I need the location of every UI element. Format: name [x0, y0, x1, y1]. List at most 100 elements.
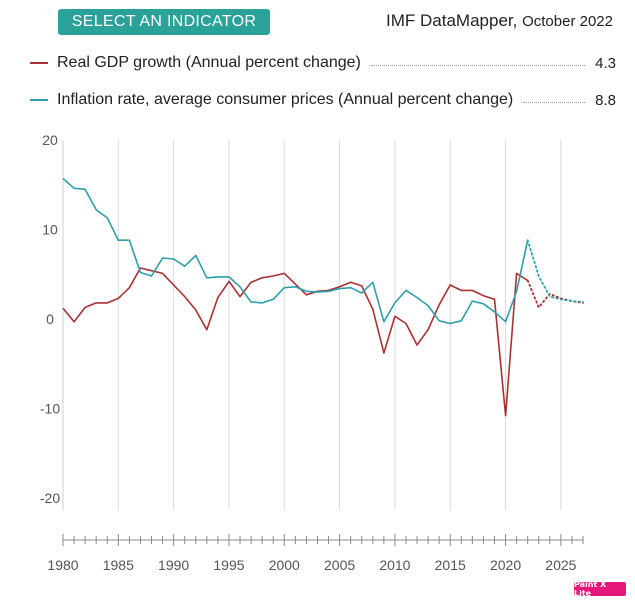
x-tick-label-2020: 2020: [490, 557, 521, 573]
data-point-0-1982: [85, 307, 86, 308]
data-point-1-2003: [317, 292, 318, 293]
data-point-1-2023: [538, 275, 539, 276]
data-point-0-2008: [372, 309, 373, 310]
data-point-1-1997: [250, 301, 251, 302]
y-tick-label-0: 0: [46, 311, 54, 327]
data-point-0-2016: [461, 290, 462, 291]
data-point-0-2001: [295, 283, 296, 284]
data-point-1-1987: [140, 272, 141, 273]
series-line-0: [62, 267, 529, 417]
data-point-0-1985: [118, 298, 119, 299]
data-point-1-2025: [560, 299, 561, 300]
paint-x-lite-badge: Paint X Lite: [574, 580, 626, 598]
data-point-1-2012: [416, 297, 417, 298]
x-tick-label-1980: 1980: [47, 557, 78, 573]
data-point-0-2019: [494, 299, 495, 300]
data-point-0-2021: [516, 273, 517, 274]
data-point-1-2027: [582, 301, 583, 302]
data-point-0-1997: [250, 282, 251, 283]
x-tick-label-2000: 2000: [269, 557, 300, 573]
legend-label-gdp: Real GDP growth (Annual percent change): [57, 54, 361, 71]
data-point-1-2007: [361, 292, 362, 293]
data-point-0-1993: [206, 329, 207, 330]
data-point-1-1992: [195, 255, 196, 256]
legend-swatch-gdp: [30, 62, 48, 64]
data-point-0-1998: [262, 277, 263, 278]
legend-entry-inflation[interactable]: Inflation rate, average consumer prices …: [30, 89, 616, 111]
legend-entry-gdp[interactable]: Real GDP growth (Annual percent change) …: [30, 52, 616, 74]
data-point-0-1995: [228, 281, 229, 282]
data-point-0-2014: [439, 304, 440, 305]
legend-value-gdp: 4.3: [595, 54, 616, 72]
data-point-1-2019: [494, 311, 495, 312]
data-point-1-1996: [239, 286, 240, 287]
data-point-0-2020: [505, 415, 506, 416]
legend-swatch-inflation: [30, 99, 48, 101]
data-point-1-2015: [450, 323, 451, 324]
data-point-0-2006: [350, 282, 351, 283]
data-point-0-2015: [450, 284, 451, 285]
y-tick-label-20: 20: [42, 132, 58, 148]
y-tick-label--20: -20: [40, 490, 60, 506]
data-point-1-1995: [228, 276, 229, 277]
data-point-1-2016: [461, 320, 462, 321]
data-point-0-1992: [195, 309, 196, 310]
x-tick-label-1985: 1985: [103, 557, 134, 573]
data-point-1-2018: [483, 303, 484, 304]
data-point-1-2021: [516, 291, 517, 292]
data-point-1-1999: [273, 299, 274, 300]
data-point-1-1983: [96, 209, 97, 210]
data-point-0-2013: [428, 329, 429, 330]
data-point-0-2007: [361, 285, 362, 286]
data-point-0-1984: [107, 302, 108, 303]
data-point-1-2011: [405, 290, 406, 291]
data-point-1-1986: [129, 240, 130, 241]
series-line-1: [62, 177, 529, 325]
data-point-0-2000: [284, 273, 285, 274]
data-point-1-1990: [173, 258, 174, 259]
x-tick-label-2015: 2015: [435, 557, 466, 573]
data-point-0-2011: [405, 323, 406, 324]
data-point-1-2010: [394, 302, 395, 303]
data-point-1-2026: [571, 301, 572, 302]
data-point-1-2020: [505, 321, 506, 322]
data-point-1-1993: [206, 277, 207, 278]
series-projection-0: [526, 279, 584, 310]
data-point-1-2008: [372, 282, 373, 283]
data-point-0-2009: [383, 352, 384, 353]
data-point-0-2017: [472, 290, 473, 291]
data-point-0-1986: [129, 287, 130, 288]
brand-title: IMF DataMapper, October 2022: [386, 11, 613, 31]
data-point-1-1982: [85, 189, 86, 190]
brand-name: IMF DataMapper,: [386, 11, 518, 30]
y-tick-label-10: 10: [42, 222, 58, 238]
y-tick-label--10: -10: [40, 401, 60, 417]
data-point-0-2022: [527, 280, 528, 281]
grid-layer: [62, 140, 562, 510]
data-point-1-2009: [383, 321, 384, 322]
data-point-1-1989: [162, 258, 163, 259]
data-point-0-2018: [483, 295, 484, 296]
select-indicator-button[interactable]: SELECT AN INDICATOR: [58, 9, 270, 35]
edition-date: October 2022: [522, 13, 613, 30]
data-point-0-1988: [151, 270, 152, 271]
x-tick-label-2005: 2005: [324, 557, 355, 573]
data-point-1-1984: [107, 217, 108, 218]
data-point-1-2022: [527, 240, 528, 241]
x-tick-label-2025: 2025: [545, 557, 576, 573]
data-point-0-1991: [184, 296, 185, 297]
x-tick-label-2010: 2010: [379, 557, 410, 573]
legend-leader-inflation: [523, 101, 586, 103]
data-point-0-2005: [339, 286, 340, 287]
x-tick-label-1995: 1995: [213, 557, 244, 573]
data-point-1-1985: [118, 240, 119, 241]
data-point-1-2024: [549, 296, 550, 297]
series-projection-1: [526, 239, 584, 303]
data-point-1-2006: [350, 287, 351, 288]
data-point-1-1980: [62, 178, 63, 179]
data-point-1-2002: [306, 291, 307, 292]
data-point-1-1994: [217, 276, 218, 277]
data-point-1-1988: [151, 275, 152, 276]
